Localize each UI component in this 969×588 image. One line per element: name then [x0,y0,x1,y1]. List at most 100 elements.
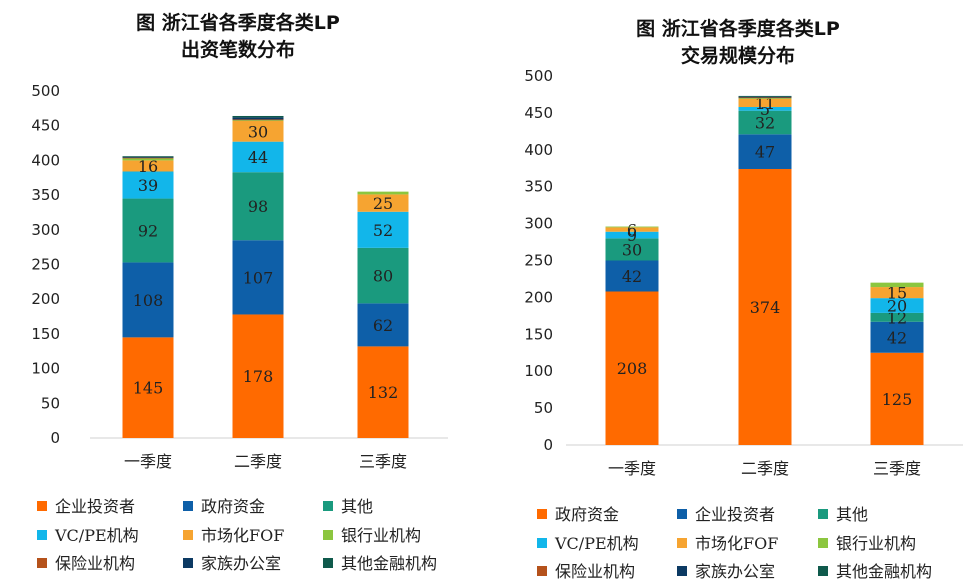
count-category-label: 一季度 [124,452,172,471]
scale-bar-segment [738,110,792,135]
count-data-label: 98 [248,197,268,216]
scale-y-tick-label: 200 [524,288,553,306]
count-bar-segment [122,171,174,199]
count-bar-segment [122,156,174,158]
scale-data-label: 15 [887,284,907,303]
count-legend-swatch [323,501,333,511]
scale-legend-swatch [677,509,687,519]
count-legend-label: 保险业机构 [55,554,135,573]
count-legend-label: 政府资金 [201,497,265,516]
scale-legend-swatch [818,538,828,548]
count-data-label: 25 [373,194,393,213]
scale-data-label: 374 [750,298,781,317]
scale-data-label: 32 [755,113,775,132]
scale-category-label: 二季度 [741,459,789,478]
scale-data-label: 125 [882,390,913,409]
count-data-label: 39 [138,176,158,195]
scale-bar-segment [870,352,924,445]
count-bar-segment [122,157,174,159]
scale-legend-label: VC/PE机构 [554,534,639,553]
scale-legend-label: 银行业机构 [836,534,916,553]
count-bar-segment [357,211,409,248]
scale-data-label: 208 [617,359,648,378]
count-data-label: 16 [138,157,158,176]
count-y-tick-label: 50 [41,394,60,412]
count-data-label: 62 [373,316,393,335]
count-bar-segment [357,303,409,347]
count-y-tick-label: 200 [31,290,60,308]
scale-bar-segment [605,231,659,239]
count-y-tick-label: 350 [31,186,60,204]
count-legend-label: 市场化FOF [201,526,284,545]
count-data-label: 107 [243,268,274,287]
count-legend-swatch [183,501,193,511]
scale-bar-segment [605,291,659,445]
scale-bar-segment [738,98,792,99]
count-bar-segment [232,115,284,118]
scale-legend-label: 其他 [836,505,868,524]
scale-y-tick-label: 150 [524,325,553,343]
count-y-tick-label: 150 [31,325,60,343]
scale-legend-swatch [677,566,687,576]
scale-y-tick-label: 500 [524,67,553,85]
count-bar-segment [122,337,174,438]
count-bar-segment [122,198,174,263]
count-category-label: 二季度 [234,452,282,471]
count-bar-segment [122,158,174,161]
count-bar-segment [357,247,409,304]
scale-data-label: 42 [887,328,907,347]
scale-legend-swatch [537,509,547,519]
scale-y-tick-label: 50 [534,399,553,417]
scale-bar-segment [738,134,792,169]
scale-chart-title: 图 浙江省各季度各类LP [636,17,840,40]
scale-legend-swatch [818,566,828,576]
count-bar-segment [122,262,174,338]
scale-y-tick-label: 100 [524,362,553,380]
scale-y-tick-label: 450 [524,104,553,122]
count-y-tick-label: 500 [31,82,60,100]
count-legend-label: 家族办公室 [201,554,281,573]
count-legend-label: VC/PE机构 [54,526,139,545]
scale-bar-segment [870,312,924,322]
count-bar-segment [122,156,174,158]
count-legend-label: 其他金融机构 [341,554,437,573]
count-y-tick-label: 100 [31,360,60,378]
count-legend-swatch [37,530,47,540]
count-bar-segment [232,119,284,121]
scale-data-label: 30 [622,240,642,259]
scale-bar-segment [738,95,792,97]
count-legend-label: 企业投资者 [55,497,135,516]
scale-data-label: 47 [755,143,775,162]
scale-bar-segment [870,287,924,299]
count-bar-segment [232,240,284,315]
scale-legend-swatch [537,538,547,548]
scale-category-label: 一季度 [608,459,656,478]
scale-data-label: 42 [622,267,642,286]
scale-bar-segment [870,298,924,313]
scale-y-tick-label: 400 [524,141,553,159]
scale-bar-segment [738,168,792,445]
count-bar-segment [357,194,409,212]
count-y-tick-label: 250 [31,256,60,274]
count-data-label: 145 [133,379,164,398]
count-bar-segment [122,160,174,172]
scale-legend-swatch [818,509,828,519]
scale-bar-segment [738,106,792,111]
count-bar-segment [232,117,284,120]
scale-bar-segment [605,227,659,232]
scale-y-tick-label: 250 [524,252,553,270]
count-data-label: 44 [248,148,268,167]
count-data-label: 178 [243,367,274,386]
count-bar-segment [232,172,284,241]
scale-bar-segment [870,282,924,288]
scale-bar-segment [605,238,659,261]
scale-bar-segment [738,97,792,99]
scale-data-label: 12 [887,308,907,327]
count-data-label: 92 [138,221,158,240]
count-bar-segment [232,141,284,173]
scale-data-label: 9 [627,226,637,245]
scale-legend-swatch [677,538,687,548]
scale-bar-segment [870,321,924,353]
count-y-tick-label: 300 [31,221,60,239]
